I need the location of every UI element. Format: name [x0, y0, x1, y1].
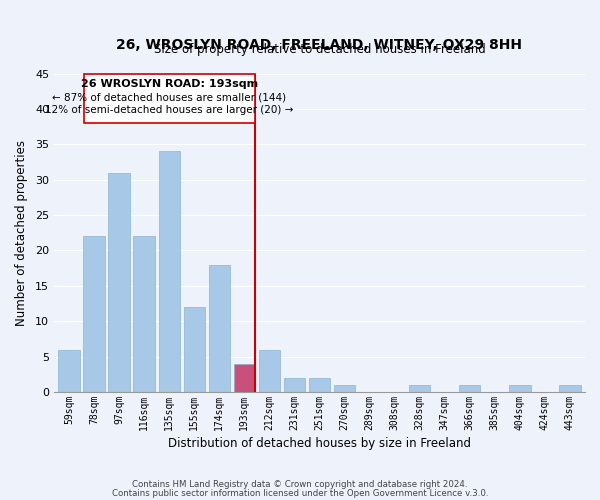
- Bar: [459, 385, 481, 392]
- Bar: [158, 152, 180, 392]
- Bar: [509, 385, 530, 392]
- Bar: [83, 236, 104, 392]
- Text: Contains HM Land Registry data © Crown copyright and database right 2024.: Contains HM Land Registry data © Crown c…: [132, 480, 468, 489]
- Bar: [233, 364, 255, 392]
- Bar: [209, 264, 230, 392]
- Text: Contains public sector information licensed under the Open Government Licence v.: Contains public sector information licen…: [112, 488, 488, 498]
- Bar: [284, 378, 305, 392]
- Bar: [109, 172, 130, 392]
- Title: 26, WROSLYN ROAD, FREELAND, WITNEY, OX29 8HH: 26, WROSLYN ROAD, FREELAND, WITNEY, OX29…: [116, 38, 523, 52]
- Text: ← 87% of detached houses are smaller (144): ← 87% of detached houses are smaller (14…: [52, 92, 287, 102]
- Bar: [58, 350, 80, 392]
- Bar: [334, 385, 355, 392]
- Y-axis label: Number of detached properties: Number of detached properties: [15, 140, 28, 326]
- Bar: [184, 307, 205, 392]
- Bar: [84, 74, 255, 123]
- Bar: [409, 385, 430, 392]
- Bar: [309, 378, 330, 392]
- Text: 12% of semi-detached houses are larger (20) →: 12% of semi-detached houses are larger (…: [45, 106, 293, 116]
- Text: 26 WROSLYN ROAD: 193sqm: 26 WROSLYN ROAD: 193sqm: [81, 79, 258, 89]
- Bar: [133, 236, 155, 392]
- Bar: [259, 350, 280, 392]
- X-axis label: Distribution of detached houses by size in Freeland: Distribution of detached houses by size …: [168, 437, 471, 450]
- Text: Size of property relative to detached houses in Freeland: Size of property relative to detached ho…: [154, 43, 485, 56]
- Bar: [559, 385, 581, 392]
